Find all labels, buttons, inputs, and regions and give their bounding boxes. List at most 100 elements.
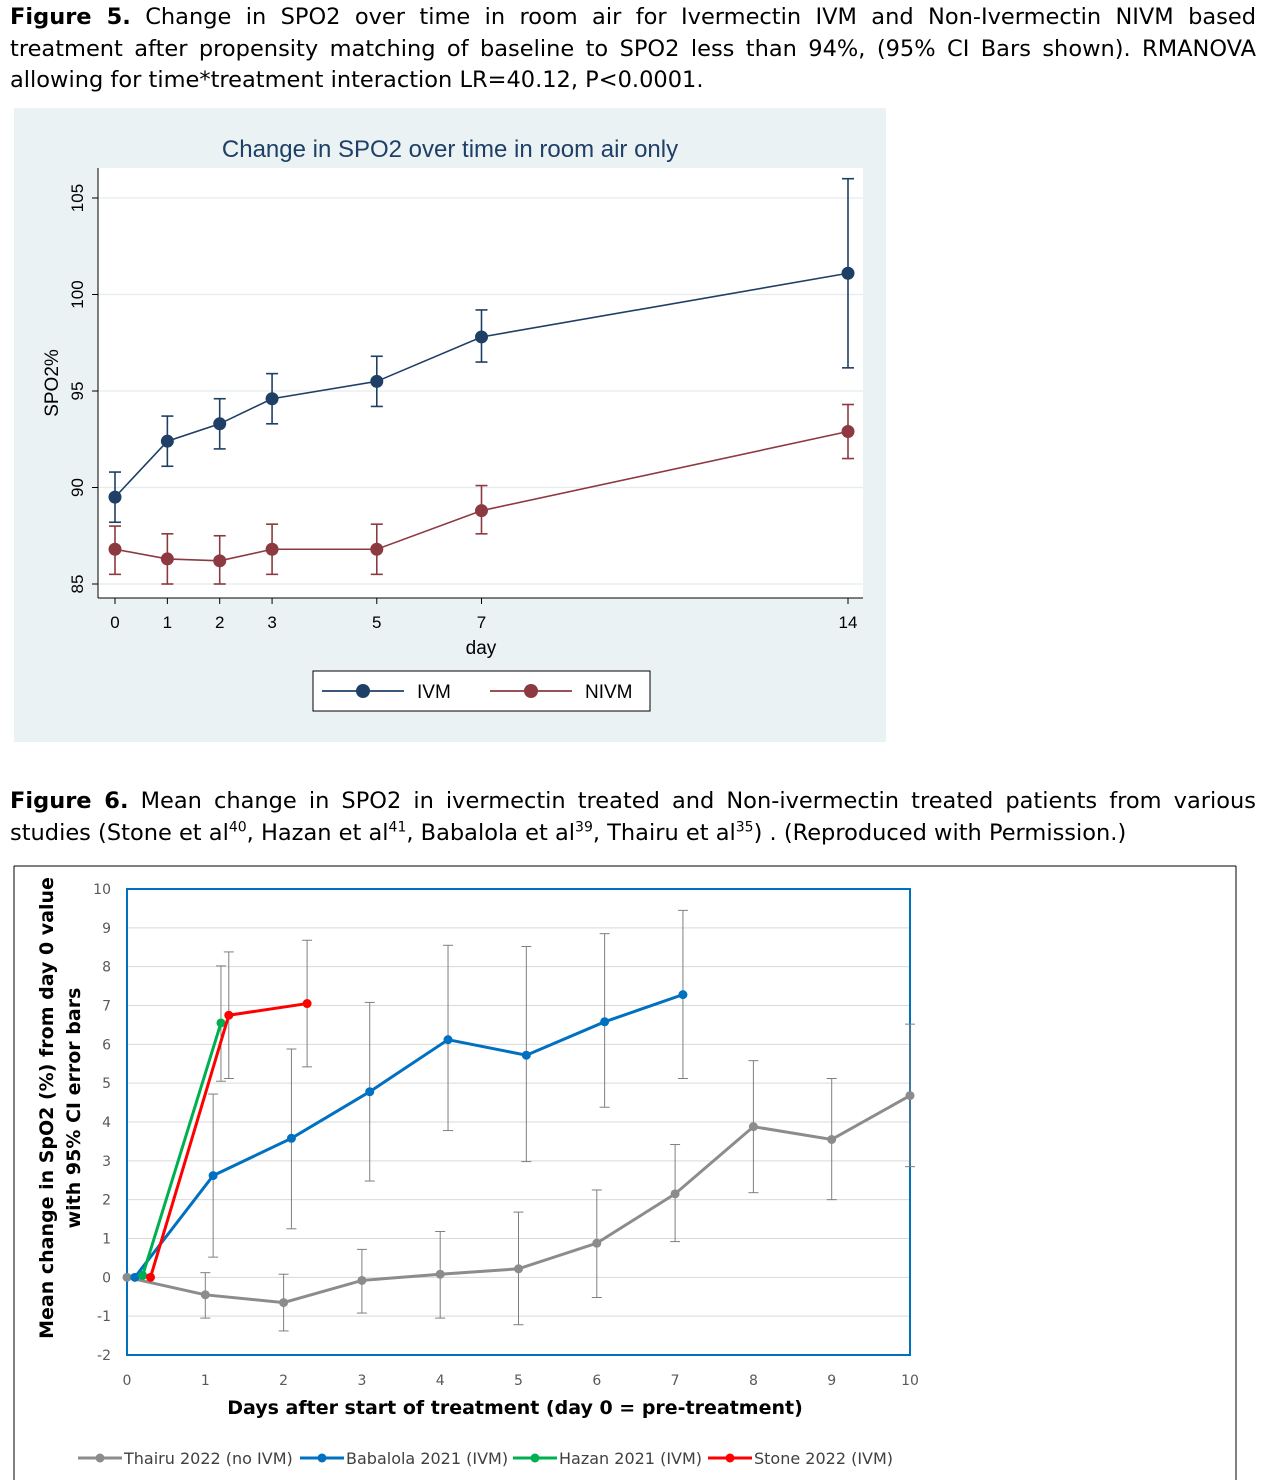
figure5-y-tick-label: 105: [68, 184, 87, 212]
figure6-legend-label-thairu: Thairu 2022 (no IVM): [123, 1449, 293, 1468]
figure5-x-tick-label: 3: [267, 613, 276, 632]
figure6-point-thairu: [670, 1189, 680, 1199]
ref-babalola: 39: [575, 819, 593, 835]
figure6-y-tick-label: 6: [102, 1037, 111, 1053]
figure6-point-hazan: [138, 1270, 148, 1280]
figure6-xlabel: Days after start of treatment (day 0 = p…: [227, 1397, 803, 1419]
figure6-x-tick-label: 5: [514, 1373, 523, 1389]
figure6-y-tick-label: 7: [102, 999, 111, 1015]
figure6-point-thairu: [122, 1272, 132, 1282]
figure6-point-stone: [224, 1010, 234, 1020]
figure5-point-ivm: [108, 490, 122, 504]
figure6-point-babalola: [365, 1087, 375, 1097]
figure6-x-tick-label: 9: [827, 1373, 836, 1389]
figure6-y-tick-label: 3: [102, 1154, 111, 1170]
figure5-caption-text: Change in SPO2 over time in room air for…: [10, 4, 1256, 93]
figure5-x-tick-label: 5: [372, 613, 381, 632]
figure6-legend-marker-thairu: [95, 1453, 105, 1463]
figure5-legend-marker-ivm: [356, 684, 370, 698]
figure6-point-stone: [302, 999, 312, 1009]
figure6-y-tick-label: 2: [102, 1193, 111, 1209]
figure6-caption-text-5: ) . (Reproduced with Permission.): [753, 819, 1127, 846]
figure5-x-tick-label: 0: [110, 613, 119, 632]
figure6-line-hazan: [141, 1022, 223, 1276]
figure6-point-thairu: [827, 1134, 837, 1144]
figure6-legend-label-babalola: Babalola 2021 (IVM): [346, 1449, 508, 1468]
figure6-y-tick-label: 0: [102, 1270, 111, 1286]
figure5-point-ivm: [265, 392, 279, 406]
figure6-caption: Figure 6. Mean change in SPO2 in ivermec…: [10, 786, 1256, 849]
figure6-y-tick-label: -1: [97, 1309, 111, 1325]
figure6-caption-text-3: , Babalola et al: [406, 819, 576, 846]
figure5-point-ivm: [370, 374, 384, 388]
figure6-point-thairu: [514, 1264, 523, 1274]
figure5-y-tick-label: 90: [68, 478, 87, 497]
figure6-point-thairu: [592, 1238, 602, 1248]
figure5-point-ivm: [160, 434, 174, 448]
figure6-ylabel-line2: with 95% CI error bars: [63, 988, 85, 1229]
figure5-point-nivm: [841, 425, 855, 439]
figure5-point-nivm: [265, 542, 279, 556]
figure6-y-tick-label: 1: [102, 1232, 111, 1248]
figure6-x-tick-label: 8: [749, 1373, 758, 1389]
figure6-y-tick-label: 9: [102, 921, 111, 937]
figure5-point-ivm: [841, 266, 855, 280]
figure6-point-babalola: [600, 1017, 610, 1027]
figure5-point-ivm: [475, 330, 488, 344]
figure5-xlabel: day: [466, 638, 497, 659]
figure5-point-nivm: [160, 552, 174, 566]
figure6-point-babalola: [443, 1035, 453, 1045]
figure6-caption-label: Figure 6.: [10, 788, 129, 814]
figure6-legend-label-stone: Stone 2022 (IVM): [754, 1449, 893, 1468]
figure6-y-tick-label: 4: [102, 1115, 111, 1131]
figure5-x-tick-label: 2: [215, 613, 224, 632]
figure6-point-stone: [145, 1272, 155, 1282]
figure6-point-babalola: [130, 1272, 140, 1282]
figure5-y-tick-label: 85: [68, 575, 87, 594]
figure6-x-tick-label: 2: [279, 1373, 288, 1389]
figure6-point-thairu: [435, 1269, 445, 1279]
figure6-y-tick-label: 10: [93, 882, 111, 898]
figure6-point-babalola: [521, 1050, 531, 1060]
figure5-title: Change in SPO2 over time in room air onl…: [222, 136, 678, 163]
figure5-point-ivm: [213, 417, 227, 431]
figure6-caption-text-1: Mean change in SPO2 in ivermectin treate…: [10, 788, 1256, 846]
figure5-x-tick-label: 7: [477, 613, 486, 632]
figure6-ylabel-line1: Mean change in SpO2 (%) from day 0 value: [36, 877, 58, 1339]
figure5-legend-label-nivm: NIVM: [585, 682, 633, 703]
ref-hazan: 41: [388, 819, 407, 835]
figure6-point-thairu: [748, 1122, 758, 1132]
figure6-line-babalola: [133, 993, 684, 1279]
figure5-plot-area: [98, 168, 863, 598]
figure5-legend-marker-nivm: [524, 684, 538, 698]
figure6-point-thairu: [279, 1298, 289, 1308]
figure5-point-nivm: [475, 504, 488, 518]
figure6-legend-marker-babalola: [317, 1453, 327, 1463]
figure5-legend-label-ivm: IVM: [417, 682, 451, 703]
figure5-x-tick-label: 14: [839, 613, 858, 632]
figure6-x-tick-label: 4: [436, 1373, 445, 1389]
ref-thairu: 35: [735, 819, 754, 835]
figure6-point-hazan: [216, 1018, 226, 1028]
figure6-x-tick-label: 10: [901, 1373, 919, 1389]
figure6-legend-marker-hazan: [530, 1453, 540, 1463]
figure6-point-thairu: [200, 1290, 210, 1300]
figure6-x-tick-label: 7: [671, 1373, 680, 1389]
figure6-point-babalola: [286, 1133, 296, 1143]
figure6-y-tick-label: -2: [97, 1348, 111, 1364]
figure6-x-tick-label: 3: [357, 1373, 366, 1389]
figure6-y-tick-label: 8: [102, 960, 111, 976]
figure6-point-babalola: [678, 990, 688, 1000]
figure6-caption-text-2: , Hazan et al: [246, 819, 389, 846]
figure5-point-nivm: [213, 554, 227, 568]
figure6-legend-label-hazan: Hazan 2021 (IVM): [559, 1449, 702, 1468]
figure6-y-tick-label: 5: [102, 1076, 111, 1092]
figure5-y-tick-label: 95: [68, 382, 87, 401]
figure6-point-thairu: [905, 1091, 915, 1101]
figure6-x-tick-label: 0: [123, 1373, 132, 1389]
figure5-point-nivm: [370, 542, 384, 556]
ref-stone: 40: [228, 819, 247, 835]
figure5-point-nivm: [108, 542, 122, 556]
